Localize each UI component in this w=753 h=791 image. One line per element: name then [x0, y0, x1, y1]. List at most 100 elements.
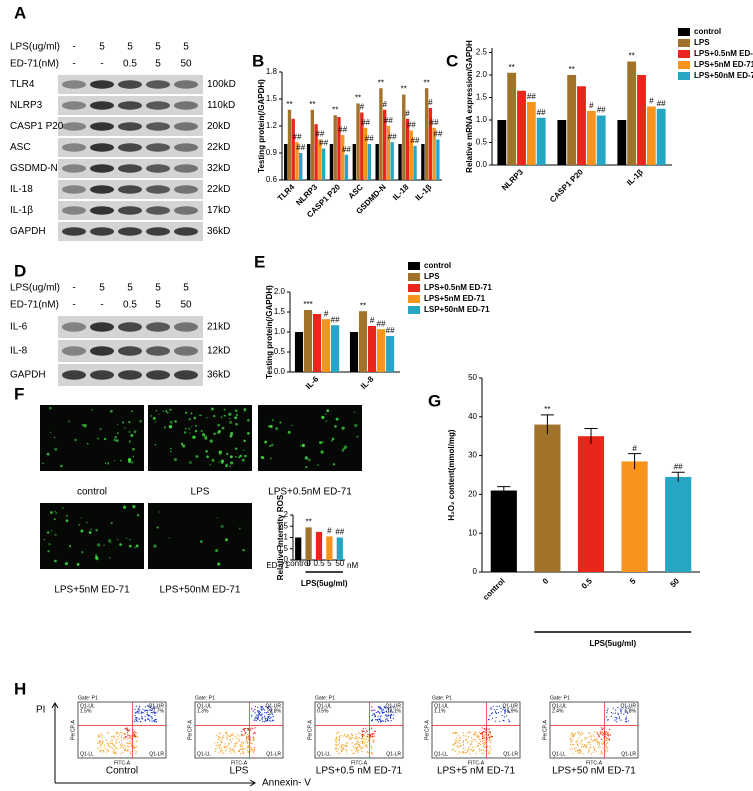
x-tick-label: control: [481, 577, 507, 603]
event: [138, 705, 141, 707]
significance: ##: [365, 134, 374, 143]
x-tick-label: 0: [306, 559, 311, 568]
cell-signal: [46, 452, 50, 456]
event: [453, 743, 455, 745]
event: [126, 738, 129, 740]
event: [362, 731, 364, 733]
bar: [436, 139, 440, 180]
significance: #: [324, 309, 329, 318]
bar: [294, 332, 304, 372]
event: [149, 705, 152, 707]
cell-signal: [85, 521, 88, 524]
event: [358, 737, 360, 739]
cell-signal: [335, 417, 339, 421]
significance: **: [569, 65, 575, 74]
event: [106, 732, 109, 734]
event: [346, 744, 348, 747]
event: [617, 706, 619, 709]
event: [232, 733, 234, 735]
event: [371, 747, 373, 749]
cell-signal: [115, 439, 119, 442]
legend-label: LSP+50nM ED-71: [424, 305, 490, 314]
event: [385, 718, 387, 720]
cell-signal: [225, 464, 228, 468]
event: [215, 744, 217, 746]
event: [253, 738, 255, 740]
event: [226, 747, 228, 749]
event: [381, 711, 383, 713]
event: [149, 720, 151, 722]
event: [389, 717, 392, 719]
treatment-value: 5: [99, 283, 105, 294]
event: [363, 735, 365, 737]
event: [139, 721, 142, 723]
event: [468, 747, 470, 749]
event: [136, 716, 138, 719]
event: [250, 746, 252, 748]
cell-signal: [158, 511, 160, 513]
cell-signal: [304, 456, 308, 460]
event: [577, 745, 579, 747]
event: [472, 738, 474, 740]
event: [153, 712, 156, 714]
event: [606, 741, 608, 743]
significance: ***: [303, 300, 312, 309]
event: [262, 720, 264, 722]
bar: [306, 144, 311, 180]
cell-signal: [203, 435, 208, 439]
event: [474, 732, 476, 734]
x-tick-label: IL-1β: [414, 182, 434, 202]
panel-label: E: [254, 252, 265, 271]
event: [576, 751, 578, 753]
event: [471, 740, 473, 743]
bar: [303, 310, 313, 372]
bar: [577, 436, 605, 572]
event: [134, 731, 136, 734]
event: [577, 750, 579, 752]
event: [127, 749, 129, 751]
event: [624, 711, 626, 713]
event: [135, 705, 137, 707]
bar: [367, 144, 371, 180]
event: [579, 732, 581, 734]
y-tick-label: 0.0: [274, 367, 286, 376]
event: [214, 750, 216, 753]
cell-signal: [78, 523, 81, 526]
channel-label: PerCP-A: [70, 719, 76, 739]
legend-swatch: [678, 39, 690, 47]
event: [481, 733, 483, 735]
y-tick-label: 20: [468, 490, 477, 499]
event: [599, 743, 601, 745]
event: [576, 742, 578, 744]
event: [478, 735, 480, 738]
event: [264, 717, 266, 719]
cell-signal: [110, 542, 112, 544]
event: [479, 743, 482, 746]
event: [355, 743, 357, 745]
size-label: 17kD: [207, 205, 230, 216]
cell-signal: [243, 454, 247, 458]
y-tick-label: 2: [284, 510, 289, 519]
bar: [617, 120, 627, 165]
event: [610, 711, 613, 714]
event: [572, 735, 574, 737]
event: [469, 753, 471, 755]
event: [268, 709, 271, 711]
cell-signal: [334, 425, 337, 428]
event: [583, 737, 586, 739]
event: [615, 721, 618, 723]
cell-signal: [96, 437, 100, 440]
cell-signal: [356, 435, 359, 438]
event: [479, 739, 481, 741]
event: [135, 736, 137, 738]
event: [606, 738, 609, 740]
bar: [295, 537, 302, 560]
event: [127, 750, 129, 752]
event: [605, 745, 608, 747]
cell-signal: [229, 420, 233, 424]
event: [271, 712, 273, 714]
cell-signal: [223, 408, 226, 411]
event: [136, 740, 138, 743]
event: [488, 752, 490, 754]
bar: [337, 117, 341, 180]
